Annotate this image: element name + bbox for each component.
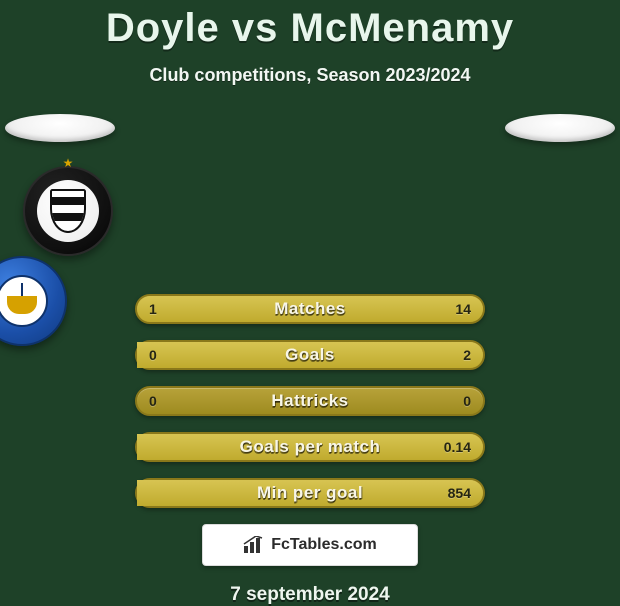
stat-row: 0 Goals 2 <box>135 340 485 370</box>
team-crest-left: ★ <box>23 166 113 256</box>
team-crest-left-inner <box>37 180 99 242</box>
ship-icon <box>7 296 37 314</box>
page-title: Doyle vs McMenamy <box>0 0 620 51</box>
team-crest-right <box>0 256 67 346</box>
stat-value-right: 2 <box>463 342 471 368</box>
stat-value-right: 14 <box>455 296 471 322</box>
stat-value-left: 1 <box>149 296 157 322</box>
stat-label: Goals <box>285 345 335 365</box>
date-line: 7 september 2024 <box>0 584 620 606</box>
brand-text: FcTables.com <box>271 536 377 554</box>
stat-value-left: 0 <box>149 342 157 368</box>
brand-card[interactable]: FcTables.com <box>202 524 418 566</box>
stat-row: Min per goal 854 <box>135 478 485 508</box>
star-icon: ★ <box>63 156 74 170</box>
bars-chart-icon <box>243 536 265 554</box>
stat-label: Goals per match <box>240 437 381 457</box>
stat-value-right: 0 <box>463 388 471 414</box>
page-subtitle: Club competitions, Season 2023/2024 <box>0 65 620 86</box>
stat-row: 1 Matches 14 <box>135 294 485 324</box>
stat-row: Goals per match 0.14 <box>135 432 485 462</box>
stat-label: Min per goal <box>257 483 363 503</box>
comparison-arena: ★ 1 Matches 14 0 Goals 2 0 Hattricks 0 Goals per … <box>0 114 620 508</box>
stat-value-right: 854 <box>448 480 471 506</box>
stat-row: 0 Hattricks 0 <box>135 386 485 416</box>
player-platform-left <box>5 114 115 142</box>
player-platform-right <box>505 114 615 142</box>
stat-label: Hattricks <box>271 391 348 411</box>
stat-value-left: 0 <box>149 388 157 414</box>
shield-icon <box>50 189 86 233</box>
stat-value-right: 0.14 <box>444 434 471 460</box>
stat-bars: 1 Matches 14 0 Goals 2 0 Hattricks 0 Goals per ma… <box>135 294 485 508</box>
stat-label: Matches <box>274 299 346 319</box>
